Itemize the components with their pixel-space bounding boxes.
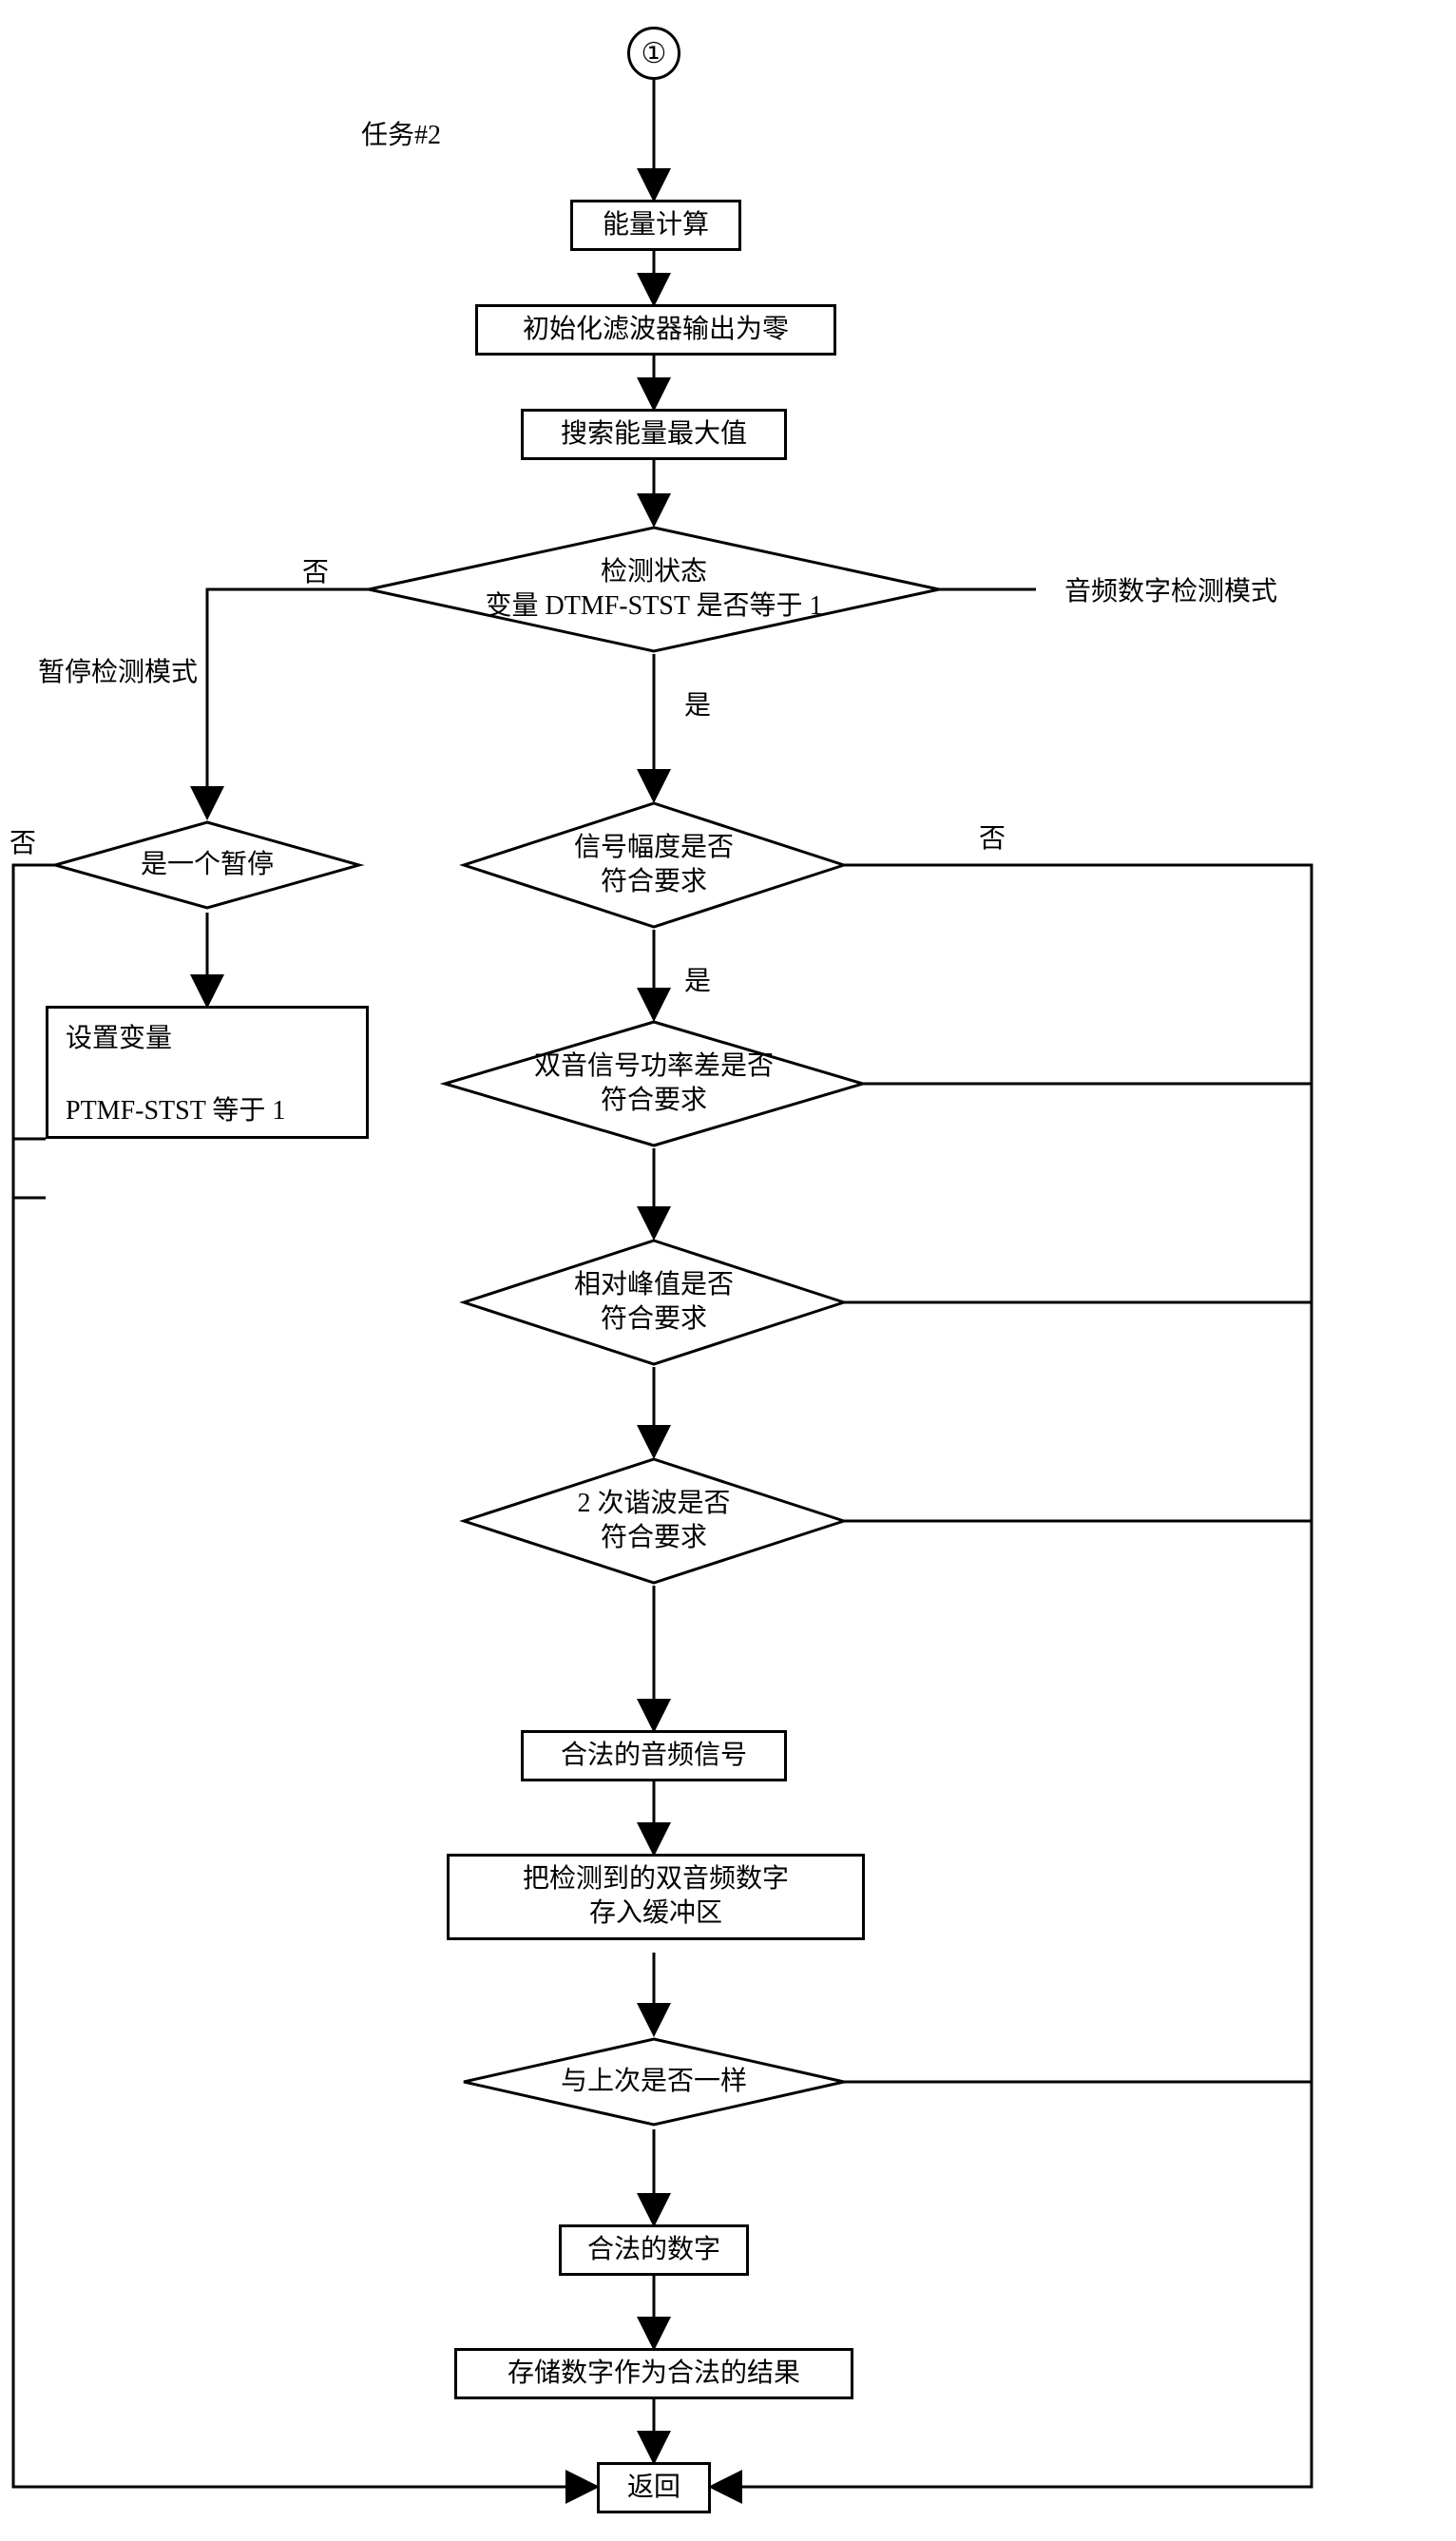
task-label: 任务#2	[361, 114, 441, 152]
amp-diamond-text: 信号幅度是否符合要求	[388, 831, 920, 900]
harm-line1: 符合要求	[388, 1521, 920, 1555]
start-connector: ①	[627, 27, 680, 80]
start-label: ①	[642, 35, 667, 72]
set-var-box: 设置变量 PTMF-STST 等于 1	[46, 1006, 369, 1139]
init-filter-text: 初始化滤波器输出为零	[523, 315, 789, 344]
peak-diamond-text: 相对峰值是否符合要求	[388, 1268, 920, 1338]
state-line0: 检测状态	[255, 555, 1053, 589]
no-amp-label: 否	[979, 818, 1006, 856]
no-pause-label: 否	[10, 822, 36, 860]
store-dtmf-box: 把检测到的双音频数字 存入缓冲区	[447, 1854, 865, 1940]
store-dtmf-l2: 存入缓冲区	[463, 1896, 849, 1931]
amp-line0: 信号幅度是否	[388, 831, 920, 865]
set-var-line1: 设置变量	[66, 1022, 349, 1056]
state-diamond-text: 检测状态变量 DTMF-STST 是否等于 1	[255, 555, 1053, 625]
store-result-box: 存储数字作为合法的结果	[454, 2348, 853, 2399]
store-result-text: 存储数字作为合法的结果	[508, 2358, 800, 2388]
edge-set_var-loopdown	[13, 1139, 597, 2487]
energy-calc-box: 能量计算	[570, 200, 741, 251]
init-filter-box: 初始化滤波器输出为零	[475, 304, 836, 356]
yes-amp-label: 是	[684, 960, 711, 998]
return-text: 返回	[627, 2473, 680, 2502]
energy-text: 能量计算	[603, 210, 709, 240]
valid-audio-text: 合法的音频信号	[561, 1741, 747, 1770]
search-max-text: 搜索能量最大值	[561, 419, 747, 449]
power-line0: 双音信号功率差是否	[361, 1049, 947, 1084]
audio-mode-label: 音频数字检测模式	[1064, 570, 1277, 608]
harm-diamond-text: 2 次谐波是否符合要求	[388, 1487, 920, 1556]
return-box: 返回	[597, 2462, 711, 2513]
power-diamond-text: 双音信号功率差是否符合要求	[361, 1049, 947, 1119]
pause-mode-label: 暂停检测模式	[38, 651, 198, 689]
amp-line1: 符合要求	[388, 865, 920, 899]
valid-digit-text: 合法的数字	[587, 2235, 720, 2264]
valid-digit-box: 合法的数字	[559, 2224, 749, 2276]
harm-line0: 2 次谐波是否	[388, 1487, 920, 1521]
no-state-label: 否	[302, 551, 329, 589]
pause-diamond-text: 是一个暂停	[0, 848, 420, 882]
search-max-box: 搜索能量最大值	[521, 409, 787, 460]
peak-line0: 相对峰值是否	[388, 1268, 920, 1302]
yes-state-label: 是	[684, 684, 711, 722]
peak-line1: 符合要求	[388, 1302, 920, 1337]
same-diamond-text: 与上次是否一样	[388, 2065, 920, 2099]
store-dtmf-l1: 把检测到的双音频数字	[463, 1862, 849, 1896]
same-line0: 与上次是否一样	[388, 2065, 920, 2099]
set-var-line2: PTMF-STST 等于 1	[66, 1094, 349, 1128]
flowchart-canvas: ① 任务#2 能量计算 初始化滤波器输出为零 搜索能量最大值 设置变量 PTMF…	[0, 0, 1456, 2541]
pause-line0: 是一个暂停	[0, 848, 420, 882]
valid-audio-box: 合法的音频信号	[521, 1730, 787, 1781]
state-line1: 变量 DTMF-STST 是否等于 1	[255, 589, 1053, 624]
power-line1: 符合要求	[361, 1084, 947, 1118]
